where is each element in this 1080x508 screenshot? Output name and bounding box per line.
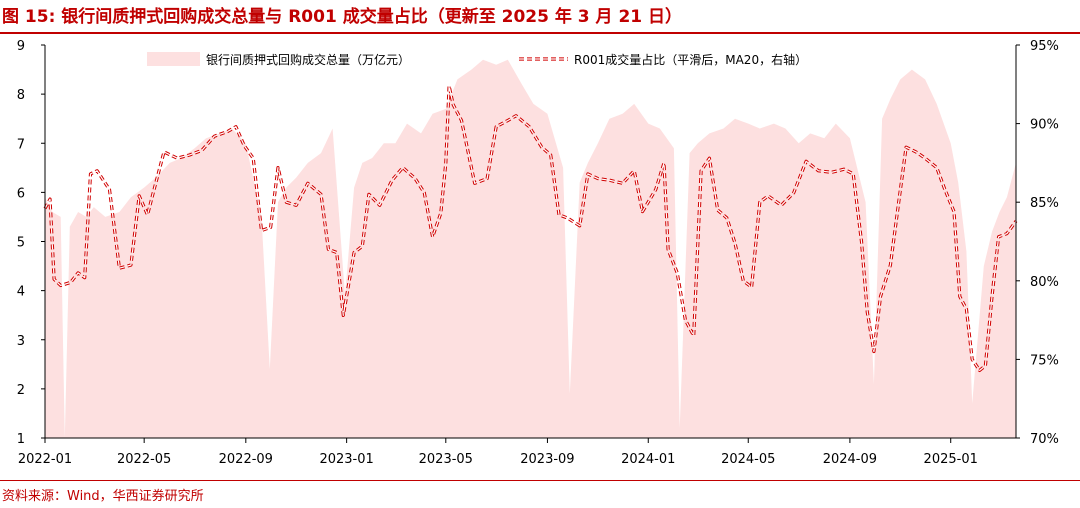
axes-layer: 1 2 3 4 5 6 7 8 9 70% 75% 80% 85% 90% 95% 2022-01 2022-0… (17, 39, 1059, 467)
y-left-tick-label: 1 (17, 432, 25, 447)
series-area-volume (45, 59, 1016, 438)
y-right-tick-label: 70% (1030, 432, 1059, 447)
x-tick-label: 2023-05 (419, 452, 473, 467)
y-right-tick-label: 90% (1030, 118, 1059, 133)
x-tick-label: 2025-01 (924, 452, 978, 467)
y-left-tick-label: 3 (17, 334, 25, 349)
legend-label-area: 银行间质押式回购成交总量（万亿元） (206, 52, 410, 67)
y-left-tick-label: 6 (17, 186, 25, 201)
x-tick-label: 2022-05 (117, 452, 171, 467)
y-right-tick-label: 85% (1030, 196, 1059, 211)
x-tick-label: 2024-01 (621, 452, 675, 467)
bottom-rule (0, 480, 1080, 481)
chart: 1 2 3 4 5 6 7 8 9 70% 75% 80% 85% 90% 95% 2022-01 2022-0… (17, 39, 1059, 467)
figure-title: 图 15: 银行间质押式回购成交总量与 R001 成交量占比（更新至 2025 … (2, 7, 683, 27)
y-left-tick-label: 4 (17, 285, 25, 300)
y-left-tick-label: 5 (17, 236, 25, 251)
legend: 银行间质押式回购成交总量（万亿元） R001成交量占比（平滑后，MA20，右轴） (147, 52, 807, 67)
y-left-tick-label: 9 (17, 39, 25, 54)
top-rule (0, 32, 1080, 34)
y-left-tick-label: 2 (17, 383, 25, 398)
x-tick-label: 2023-01 (319, 452, 373, 467)
series-line-r001-share-inner (44, 85, 1017, 371)
x-tick-label: 2024-05 (721, 452, 775, 467)
x-tick-label: 2024-09 (823, 452, 877, 467)
y-right-tick-label: 95% (1030, 39, 1059, 54)
y-right-tick-label: 80% (1030, 275, 1059, 290)
x-tick-label: 2022-09 (219, 452, 273, 467)
y-left-tick-label: 7 (17, 137, 25, 152)
x-tick-label: 2023-09 (520, 452, 574, 467)
legend-label-line: R001成交量占比（平滑后，MA20，右轴） (574, 52, 807, 67)
y-left-tick-label: 8 (17, 88, 25, 103)
line-layer (43, 84, 1018, 372)
y-right-tick-label: 75% (1030, 353, 1059, 368)
area-layer (45, 59, 1016, 438)
source-note: 资料来源：Wind，华西证券研究所 (2, 489, 204, 504)
legend-swatch-area (147, 52, 200, 66)
x-tick-label: 2022-01 (18, 452, 72, 467)
